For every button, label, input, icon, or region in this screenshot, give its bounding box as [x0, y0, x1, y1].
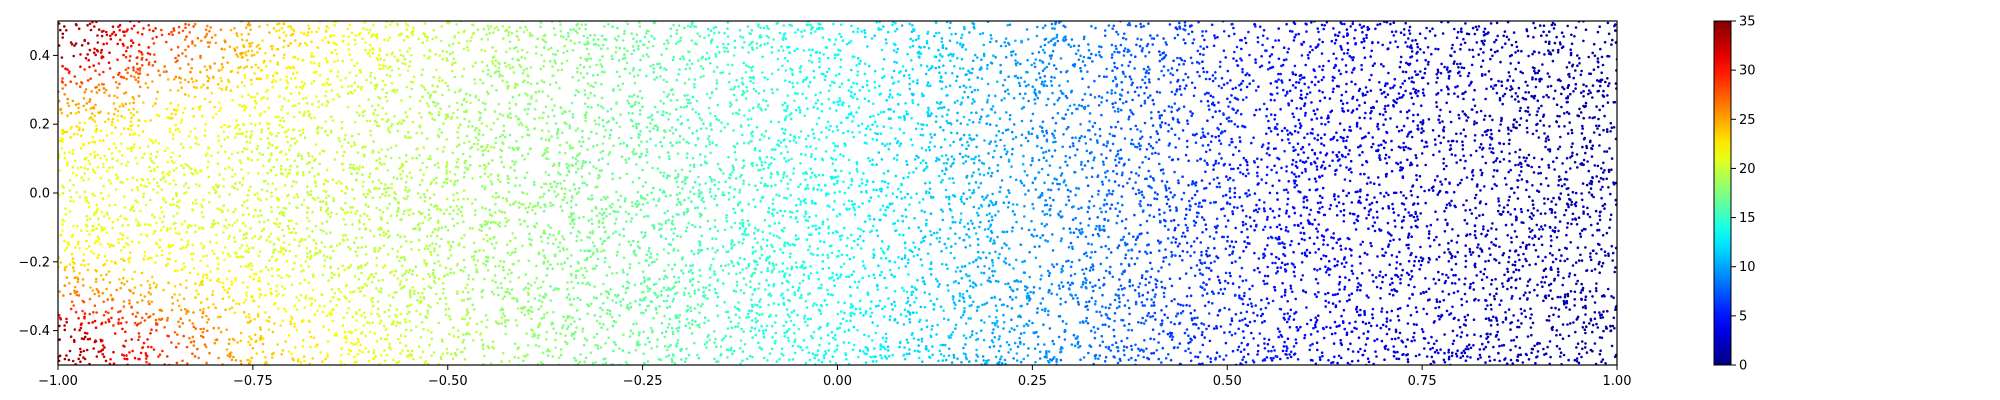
scatter-point-group: [1224, 21, 1371, 365]
scatter-points: [58, 21, 1617, 365]
scatter-point-group: [1384, 21, 1616, 365]
colorbar-tick-label: 30: [1739, 64, 1756, 79]
scatter-point-group: [58, 24, 232, 356]
y-tick-label: 0.0: [29, 187, 50, 202]
x-axis: −1.00 −0.75 −0.50 −0.25 0.00 0.25 0.50 0.75 1.00: [38, 365, 1631, 389]
scatter-point-group: [1004, 22, 1104, 364]
scatter-point-group: [60, 25, 181, 365]
x-tick-label: −0.50: [428, 374, 468, 389]
scatter-point-group: [705, 21, 834, 365]
scatter-point-group: [978, 21, 1082, 365]
scatter-point-group: [1480, 21, 1617, 365]
colorbar-tick-label: 10: [1739, 260, 1756, 275]
scatter-point-group: [635, 22, 770, 365]
scatter-point-group: [1168, 21, 1290, 365]
scatter-point-group: [58, 27, 108, 363]
scatter-point-group: [508, 21, 666, 365]
scatter-point-group: [59, 22, 327, 365]
scatter-point-group: [58, 33, 243, 365]
x-tick-label: 0.75: [1408, 374, 1437, 389]
colorbar-tick-label: 20: [1739, 162, 1756, 177]
scatter-point-group: [1253, 21, 1413, 365]
scatter-point-group: [740, 21, 865, 365]
x-tick-label: −1.00: [38, 374, 78, 389]
scatter-point-group: [1034, 21, 1134, 362]
colorbar-tick-label: 5: [1739, 309, 1747, 324]
y-tick-label: −0.2: [18, 255, 50, 270]
scatter-point-group: [1111, 21, 1212, 365]
scatter-point-group: [1424, 21, 1617, 365]
scatter-point-group: [58, 27, 157, 361]
scatter-point-group: [871, 21, 971, 363]
colorbar: [1714, 21, 1731, 365]
scatter-point-group: [65, 21, 106, 361]
scatter-point-group: [549, 21, 701, 365]
scatter-point-group: [1536, 24, 1617, 363]
y-tick-label: 0.2: [29, 118, 50, 133]
x-tick-label: 1.00: [1603, 374, 1632, 389]
scatter-point-group: [65, 21, 122, 365]
scatter-point-group: [63, 22, 295, 365]
scatter-point-group: [812, 21, 921, 361]
scatter-point-group: [58, 22, 78, 365]
colorbar-axis: 0 5 10 15 20 25 30 35: [1731, 15, 1756, 374]
scatter-point-group: [59, 21, 252, 365]
scatter-point-group: [776, 21, 892, 363]
scatter-point-group: [58, 21, 415, 365]
colorbar-tick-label: 15: [1739, 211, 1756, 226]
y-tick-label: 0.4: [29, 49, 50, 64]
x-tick-label: 0.25: [1018, 374, 1047, 389]
x-tick-label: 0.00: [823, 374, 852, 389]
scatter-point-group: [461, 21, 622, 365]
scatter-point-group: [843, 22, 945, 364]
scatter-point-group: [347, 21, 552, 365]
x-tick-label: −0.25: [623, 374, 663, 389]
scatter-point-group: [60, 21, 271, 360]
scatter-point-group: [58, 21, 334, 364]
scatter-point-group: [61, 22, 195, 365]
colorbar-tick-label: 25: [1739, 113, 1756, 128]
scatter-point-group: [61, 21, 475, 365]
y-tick-label: −0.4: [18, 324, 50, 339]
x-tick-label: −0.75: [233, 374, 273, 389]
scatter-point-group: [1059, 23, 1158, 365]
colorbar-frame: [1713, 20, 1732, 366]
scatter-point-group: [400, 23, 591, 365]
scatter-point-group: [1342, 21, 1537, 365]
scatter-point-group: [58, 21, 392, 363]
scatter-point-group: [929, 21, 1025, 365]
scatter-point-group: [1140, 23, 1249, 365]
scatter-point-group: [68, 21, 158, 355]
scatter-point-group: [1189, 21, 1331, 365]
scatter-point-group: [58, 25, 66, 359]
colorbar-tick-label: 35: [1739, 15, 1756, 30]
scatter-point-group: [61, 22, 224, 365]
x-tick-label: 0.50: [1213, 374, 1242, 389]
scatter-point-group: [59, 21, 132, 365]
scatter-point-group: [58, 24, 137, 361]
scatter-point-group: [1084, 21, 1187, 365]
scatter-point-group: [61, 21, 371, 364]
colorbar-tick-label: 0: [1739, 359, 1747, 374]
scatter-point-group: [60, 24, 91, 365]
y-axis: 0.4 0.2 0.0 −0.2 −0.4: [18, 49, 58, 339]
